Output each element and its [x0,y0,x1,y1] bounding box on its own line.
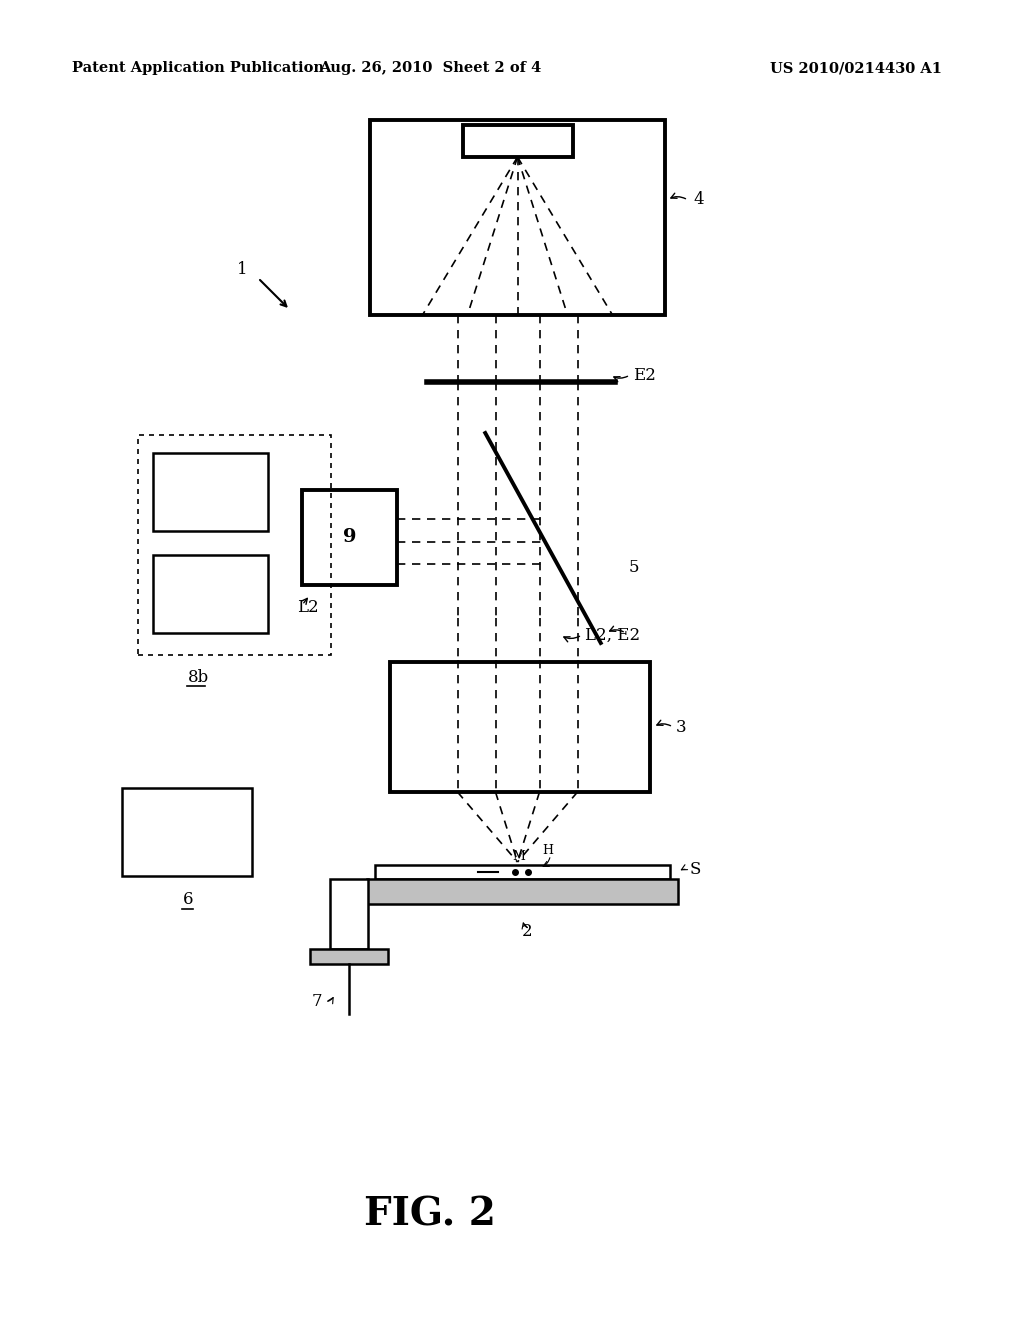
Text: 5: 5 [629,560,639,577]
Text: 6: 6 [183,891,194,908]
Text: E2: E2 [633,367,656,384]
Bar [302,490,397,585]
Bar [367,879,678,904]
Text: FIG. 2: FIG. 2 [365,1196,496,1234]
Text: 7: 7 [311,994,322,1011]
Text: L2: L2 [297,598,318,615]
Bar [153,453,268,531]
Bar [153,554,268,634]
Text: L2, E2: L2, E2 [585,627,640,644]
Text: 8b: 8b [188,668,209,685]
Text: US 2010/0214430 A1: US 2010/0214430 A1 [770,61,942,75]
Bar [390,663,650,792]
Bar [375,865,670,879]
Text: 3: 3 [676,718,687,735]
Text: 1: 1 [238,261,248,279]
Text: 4: 4 [693,191,703,209]
Bar [138,436,331,655]
Bar [122,788,252,876]
Text: M: M [512,850,525,863]
Text: Patent Application Publication: Patent Application Publication [72,61,324,75]
Text: 9: 9 [343,528,356,546]
Text: 2: 2 [522,924,532,940]
Text: S: S [690,862,701,879]
Bar [463,125,572,157]
Text: H: H [542,845,553,858]
Bar [310,949,388,964]
Bar [330,879,368,949]
Bar [370,120,665,315]
Text: Aug. 26, 2010  Sheet 2 of 4: Aug. 26, 2010 Sheet 2 of 4 [318,61,541,75]
